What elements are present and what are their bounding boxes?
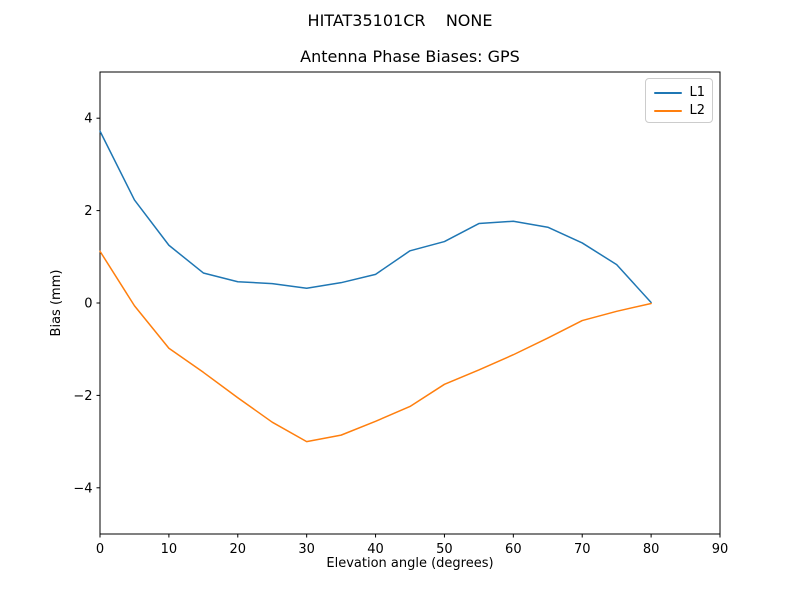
x-axis: 0 10 20 30 40 50 60 70 80 90 <box>96 534 728 557</box>
x-tick-label: 10 <box>161 542 178 557</box>
y-tick-label: −2 <box>73 389 92 404</box>
series-line-l2 <box>99 250 652 443</box>
series-lines <box>99 130 652 443</box>
y-tick-label: 4 <box>84 112 92 127</box>
legend: L1 L2 <box>645 78 713 123</box>
x-tick-label: 90 <box>712 542 729 557</box>
plot-area-border <box>99 71 721 535</box>
x-tick-label: 40 <box>367 542 384 557</box>
y-tick-label: 0 <box>84 297 92 312</box>
x-tick-label: 0 <box>96 542 104 557</box>
axes-title: Antenna Phase Biases: GPS <box>300 47 520 66</box>
x-axis-label: Elevation angle (degrees) <box>326 556 494 571</box>
legend-entry-l1: L1 <box>654 84 705 102</box>
x-tick-label: 70 <box>574 542 591 557</box>
x-tick-label: 30 <box>298 542 315 557</box>
x-tick-label: 50 <box>436 542 453 557</box>
legend-entry-l2: L2 <box>654 102 705 120</box>
y-tick-label: −4 <box>73 481 92 496</box>
l2-line-sample-icon <box>654 110 683 112</box>
x-tick-label: 60 <box>505 542 522 557</box>
x-tick-label: 20 <box>230 542 247 557</box>
legend-label-l1: L1 <box>689 85 705 100</box>
y-axis: −4 −2 0 2 4 <box>73 112 100 496</box>
series-line-l1 <box>99 130 652 304</box>
figure-suptitle: HITAT35101CR NONE <box>307 11 493 30</box>
l1-line-sample-icon <box>654 92 683 94</box>
x-tick-label: 80 <box>643 542 660 557</box>
legend-label-l2: L2 <box>689 103 705 118</box>
y-tick-label: 2 <box>84 204 92 219</box>
